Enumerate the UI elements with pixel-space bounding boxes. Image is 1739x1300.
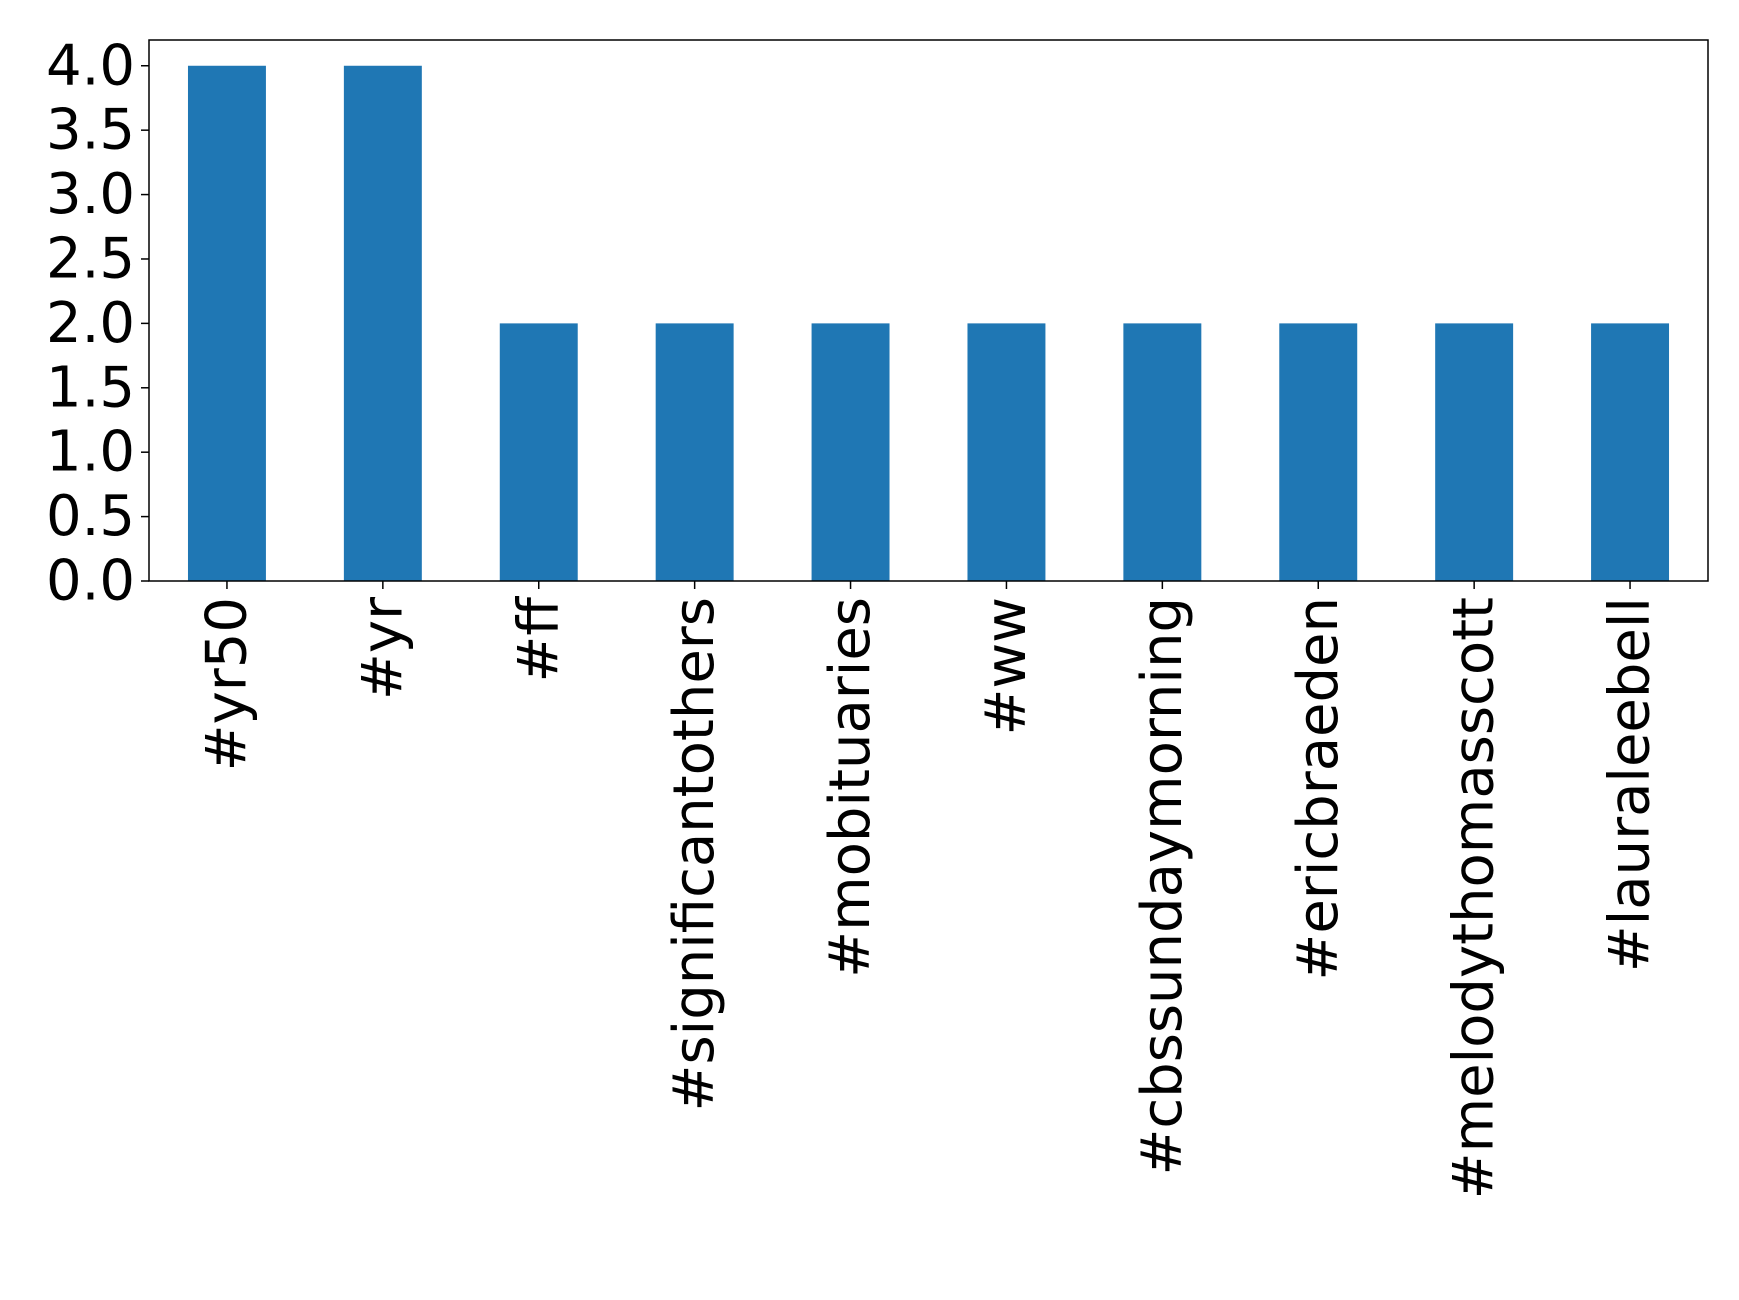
y-tick-label: 3.5 xyxy=(46,98,135,163)
bar xyxy=(1435,323,1514,581)
x-tick-label: #mobituaries xyxy=(818,597,883,978)
y-tick-label: 0.5 xyxy=(46,484,135,549)
x-tick-label: #ericbraeden xyxy=(1286,597,1351,981)
bar xyxy=(187,65,266,581)
x-tick-label: #yr50 xyxy=(194,597,259,771)
x-tick-label: #melodythomasscott xyxy=(1442,597,1507,1199)
y-tick-label: 2.0 xyxy=(46,291,135,356)
bar xyxy=(499,323,578,581)
bar xyxy=(655,323,734,581)
bar xyxy=(1279,323,1358,581)
y-tick-label: 1.0 xyxy=(46,420,135,485)
bar xyxy=(343,65,422,581)
y-tick-label: 3.0 xyxy=(46,162,135,227)
y-tick-label: 2.5 xyxy=(46,226,135,291)
x-tick-label: #cbssundaymorning xyxy=(1130,597,1195,1176)
bar xyxy=(1123,323,1202,581)
x-tick-label: #ff xyxy=(506,596,571,683)
x-tick-label: #significantothers xyxy=(662,597,727,1111)
x-tick-label: #ww xyxy=(974,597,1039,736)
bar xyxy=(967,323,1046,581)
y-tick-label: 4.0 xyxy=(46,33,135,98)
bar xyxy=(1591,323,1670,581)
plot-frame xyxy=(148,39,1709,582)
x-tick-label: #lauraleebell xyxy=(1598,597,1663,972)
x-tick-label: #yr xyxy=(350,596,415,700)
y-tick-label: 0.0 xyxy=(46,549,135,614)
bar xyxy=(811,323,890,581)
y-tick-label: 1.5 xyxy=(46,355,135,420)
